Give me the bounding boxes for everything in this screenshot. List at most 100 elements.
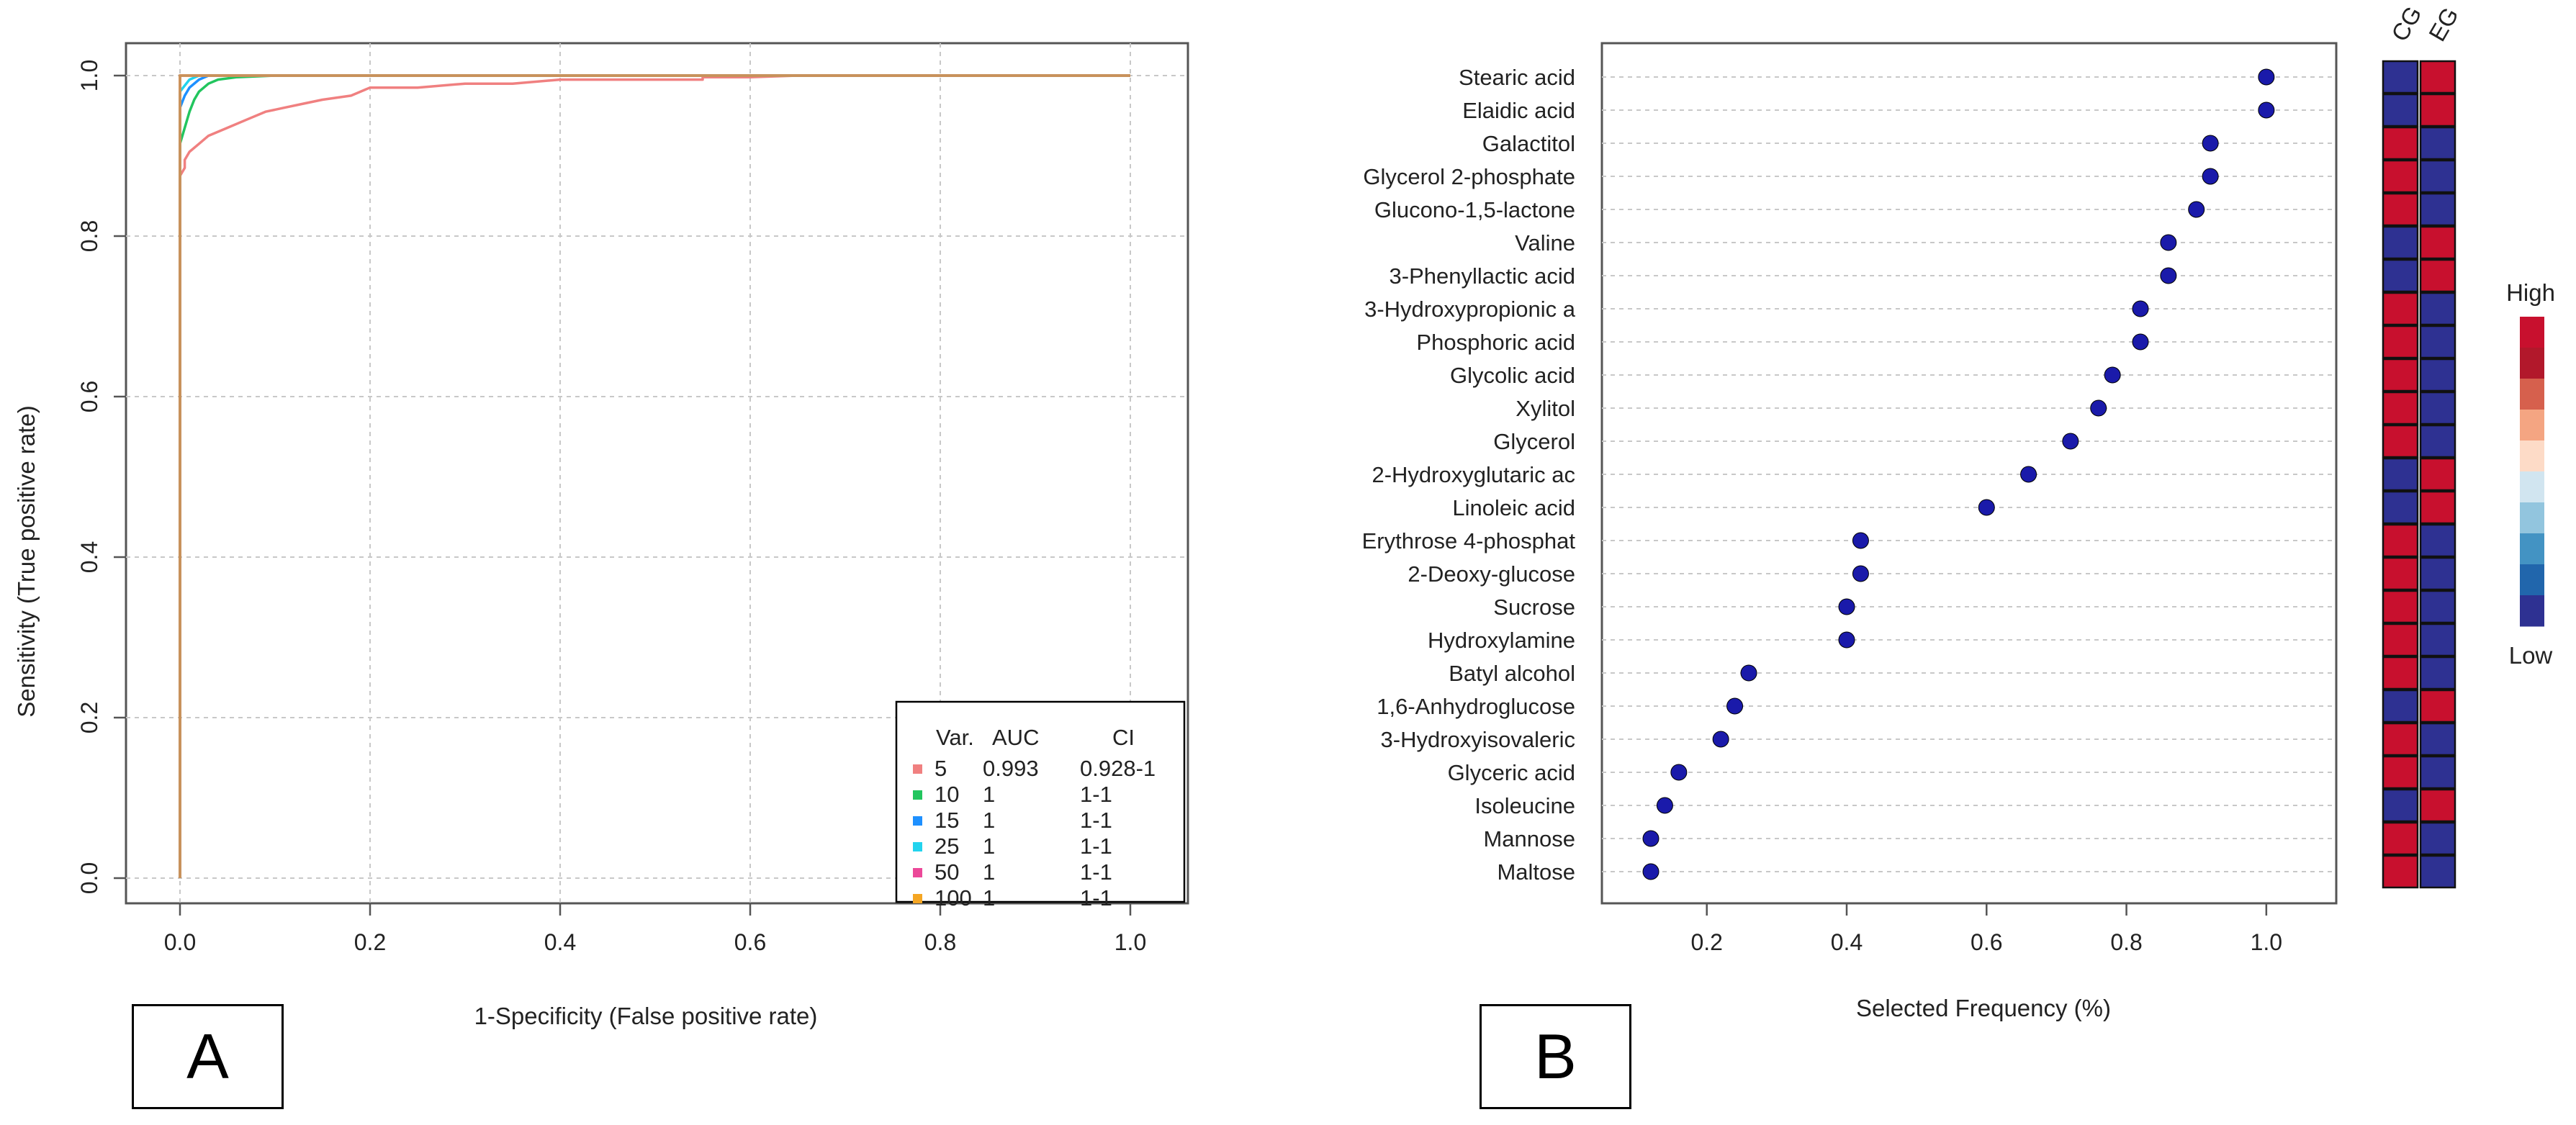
roc-legend-auc: 1 [983, 859, 995, 885]
roc-legend-ci: 1-1 [1080, 885, 1112, 911]
roc-y-tick-label: 0.0 [76, 862, 102, 894]
heatmap-cell [2419, 556, 2456, 591]
color-scale-low-label: Low [2509, 642, 2553, 669]
heatmap-cell [2419, 159, 2456, 194]
heatmap-cell [2382, 292, 2419, 326]
frequency-point [1712, 731, 1729, 748]
frequency-point [1838, 598, 1855, 615]
heatmap-cell [2382, 424, 2419, 458]
heatmap-cell [2419, 258, 2456, 293]
heatmap-cell [2419, 225, 2456, 260]
metabolite-labels: Stearic acid Elaidic acid Galactitol Glycer… [1362, 65, 1576, 885]
panel-a-label: A [186, 1021, 229, 1092]
frequency-point [2104, 366, 2121, 384]
frequency-point [1740, 664, 1757, 682]
color-scale-segment [2520, 533, 2544, 565]
heatmap-cell [2382, 391, 2419, 425]
roc-legend-var: 25 [935, 833, 959, 859]
frequency-point [2020, 466, 2037, 483]
metabolite-label: Galactitol [1482, 131, 1575, 156]
roc-x-tick-label: 0.2 [354, 929, 386, 955]
heatmap-cell [2419, 325, 2456, 359]
panel-b-label-box: B [1480, 1004, 1631, 1109]
roc-plot-frame [125, 42, 1189, 905]
frequency-ticks: 0.2 0.4 0.6 0.8 1.0 [1690, 903, 2282, 955]
heatmap-cell [2382, 225, 2419, 260]
roc-legend: Var. AUC CI 5 0.993 0.928-1 10 1 1-1 15 1 1-1 25 1 1-1… [895, 700, 1186, 911]
frequency-point [2188, 201, 2205, 218]
heatmap-cell [2419, 523, 2456, 558]
roc-legend-swatch-25 [913, 842, 922, 851]
roc-legend-header: CI [1112, 725, 1135, 750]
heatmap-column-label: CG [2386, 1, 2427, 45]
frequency-point [1642, 830, 1659, 847]
heatmap-cell [2382, 755, 2419, 790]
heatmap-cell [2419, 358, 2456, 392]
color-scale-segment [2520, 595, 2544, 627]
metabolite-label: 2-Hydroxyglutaric ac [1372, 462, 1575, 487]
metabolite-label: Phosphoric acid [1416, 330, 1575, 355]
heatmap-cell [2382, 854, 2419, 889]
heatmap-cell [2382, 623, 2419, 657]
heatmap-cell [2382, 821, 2419, 856]
heatmap-cell [2419, 93, 2456, 127]
roc-legend-ci: 0.928-1 [1080, 756, 1156, 781]
heatmap-cell [2419, 60, 2456, 94]
heatmap-cell [2419, 722, 2456, 756]
frequency-point [1838, 631, 1855, 649]
frequency-point [2202, 168, 2219, 185]
metabolite-label: Glucono-1,5-lactone [1374, 197, 1575, 222]
metabolite-label: 3-Hydroxyisovaleric [1381, 727, 1575, 752]
panel-a-label-box: A [132, 1004, 284, 1109]
metabolite-label: Glycerol [1493, 429, 1575, 454]
heatmap-cell [2419, 457, 2456, 492]
metabolite-label: Isoleucine [1474, 793, 1575, 818]
heatmap-cell [2419, 689, 2456, 723]
heatmap-cell [2382, 788, 2419, 823]
heatmap-cell [2419, 126, 2456, 161]
metabolite-label: Stearic acid [1459, 65, 1575, 90]
frequency-chart: 0.2 0.4 0.6 0.8 1.0 Stearic acid Elaidic acid… [1362, 1, 2555, 1021]
roc-y-tick-label: 0.2 [76, 702, 102, 733]
roc-legend-ci: 1-1 [1080, 859, 1112, 885]
heatmap-cell [2419, 854, 2456, 889]
metabolite-label: 2-Deoxy-glucose [1408, 561, 1575, 587]
heatmap-cell [2382, 656, 2419, 690]
frequency-point [1852, 565, 1869, 582]
roc-legend-var: 15 [935, 808, 959, 833]
frequency-point [2258, 101, 2275, 119]
metabolite-label: Sucrose [1493, 595, 1575, 620]
roc-legend-ci: 1-1 [1080, 808, 1112, 833]
metabolite-label: Hydroxylamine [1428, 628, 1575, 653]
heatmap-cell [2382, 192, 2419, 227]
roc-y-axis-title: Sensitivity (True positive rate) [13, 405, 40, 717]
frequency-point [2160, 267, 2177, 284]
roc-y-tick-label: 0.6 [76, 381, 102, 412]
heatmap-cell [2419, 424, 2456, 458]
roc-ticks: 0.0 0.2 0.4 0.6 0.8 1.0 0.0 0.2 0.4 0.6 0.8 1.0 [76, 60, 1146, 955]
roc-overlap-line [179, 74, 1130, 878]
color-scale-segment [2520, 564, 2544, 596]
frequency-point [1670, 764, 1688, 781]
heatmap-cell [2419, 292, 2456, 326]
metabolite-label: Mannose [1483, 826, 1575, 851]
heatmap-cell [2419, 490, 2456, 525]
color-scale-segment [2520, 379, 2544, 410]
heatmap-cell [2419, 589, 2456, 624]
frequency-x-axis-title: Selected Frequency (%) [1856, 995, 2111, 1021]
roc-legend-var: 10 [935, 782, 959, 807]
roc-chart: 0.0 0.2 0.4 0.6 0.8 1.0 0.0 0.2 0.4 0.6 0.8 1.0 1-S… [13, 42, 1189, 1029]
roc-legend-swatch-50 [913, 868, 922, 877]
roc-y-tick-label: 1.0 [76, 60, 102, 91]
color-scale-high-label: High [2506, 279, 2555, 306]
metabolite-label: Glyceric acid [1448, 760, 1575, 785]
frequency-point [2132, 333, 2149, 351]
roc-legend-header: Var. [936, 725, 974, 750]
frequency-point [2160, 234, 2177, 251]
roc-legend-auc: 0.993 [983, 756, 1039, 781]
metabolite-label: Valine [1515, 230, 1575, 256]
frequency-x-tick-label: 0.4 [1831, 929, 1863, 955]
metabolite-label: Maltose [1497, 859, 1575, 885]
heatmap-cell [2419, 821, 2456, 856]
